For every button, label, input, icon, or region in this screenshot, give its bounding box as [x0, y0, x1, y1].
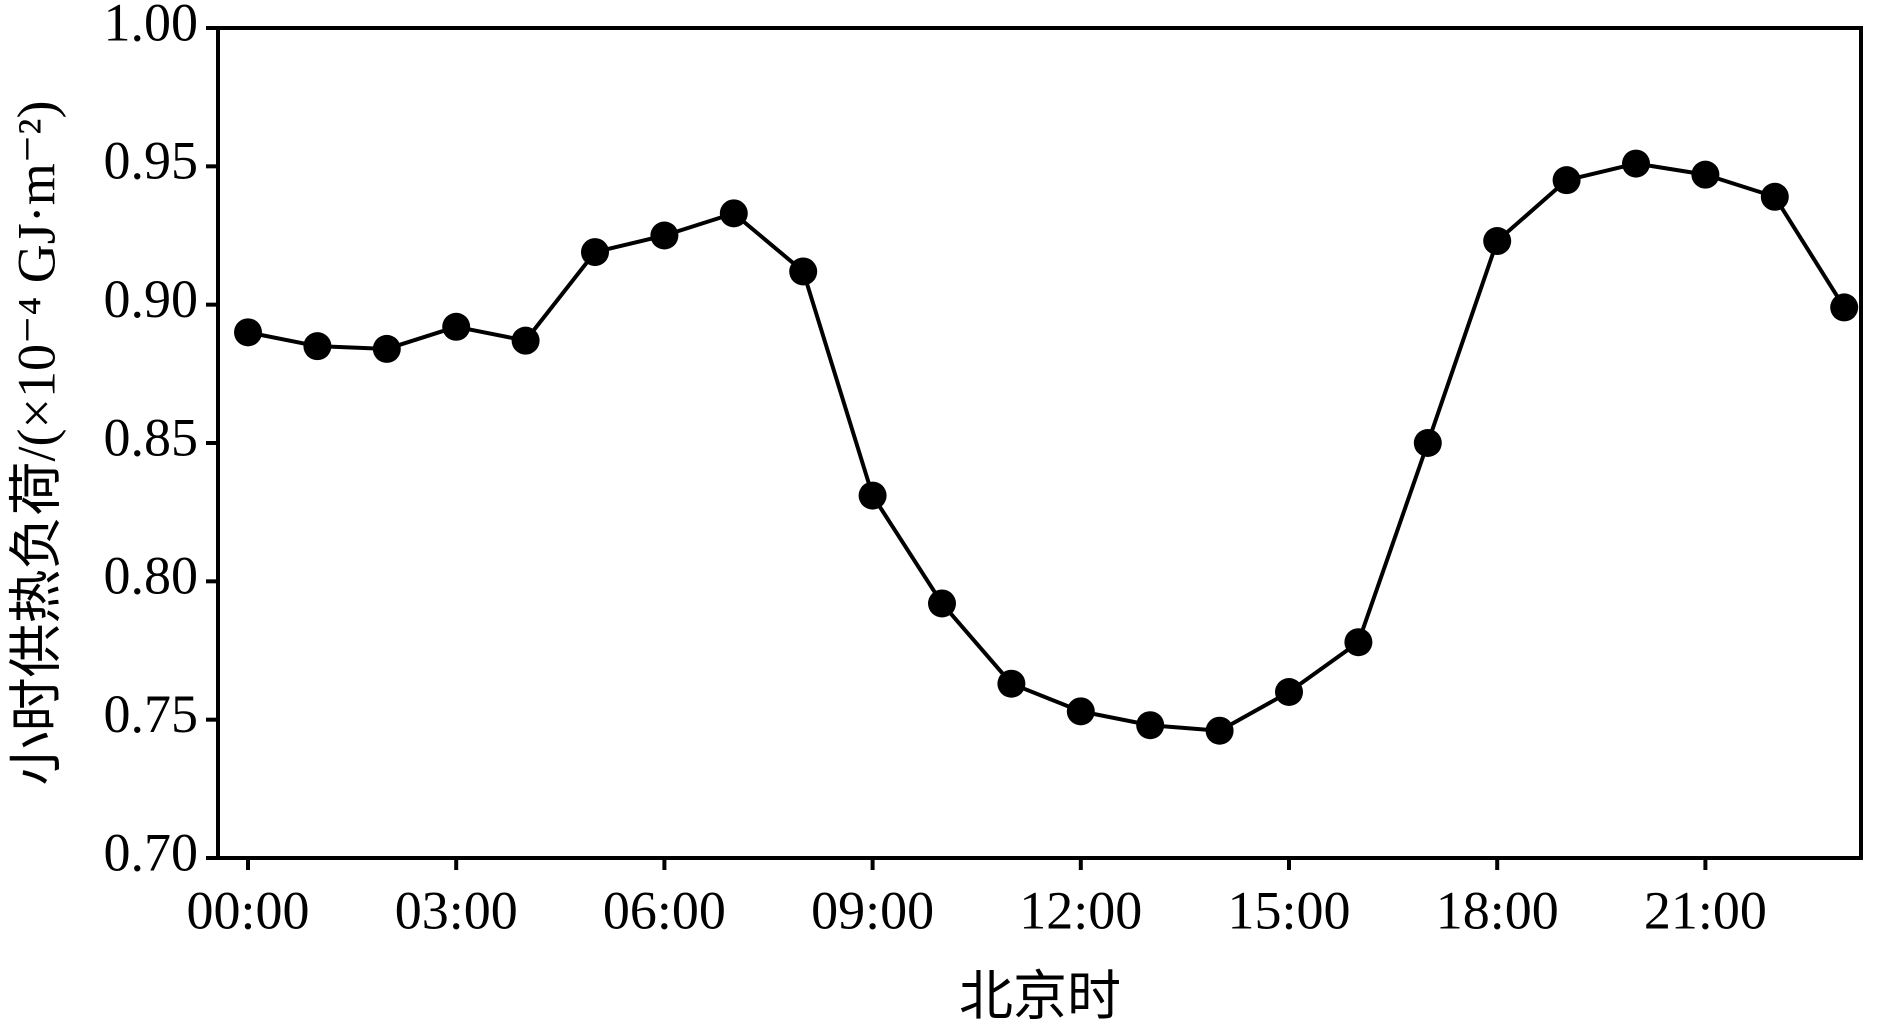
marker [858, 481, 887, 510]
marker [1275, 678, 1303, 706]
y-tick-label: 1.00 [104, 0, 199, 52]
marker [1830, 293, 1859, 322]
marker [303, 332, 332, 361]
marker [1136, 711, 1165, 740]
x-axis-label: 北京时 [959, 966, 1121, 1026]
y-tick-label: 0.75 [104, 684, 199, 744]
marker [1066, 697, 1095, 726]
x-tick-label: 12:00 [1019, 880, 1142, 940]
x-tick-label: 00:00 [186, 880, 309, 940]
x-tick-label: 03:00 [395, 880, 518, 940]
y-tick-label: 0.80 [104, 546, 199, 606]
x-tick-label: 15:00 [1227, 880, 1350, 940]
y-axis-label: 小时供热负荷/(×10⁻⁴ GJ·m⁻²) [6, 101, 66, 786]
marker [997, 669, 1026, 698]
marker [650, 221, 679, 250]
marker [1205, 716, 1234, 745]
marker [1622, 149, 1650, 178]
marker [1413, 429, 1442, 457]
marker [928, 589, 956, 618]
marker [719, 199, 748, 228]
x-tick-label: 21:00 [1644, 880, 1767, 940]
marker [1552, 166, 1581, 195]
marker [234, 318, 262, 347]
line [247, 161, 1846, 733]
marker [372, 334, 401, 363]
marker [1691, 160, 1720, 189]
y-tick-label: 0.90 [104, 269, 199, 329]
marker [442, 312, 471, 341]
x-tick-label: 18:00 [1436, 880, 1559, 940]
marker [1483, 227, 1512, 256]
marker [789, 257, 818, 286]
marker [511, 326, 540, 355]
y-tick-label: 0.70 [104, 822, 199, 882]
y-tick-label: 0.85 [104, 407, 199, 467]
marker [1760, 182, 1789, 211]
x-tick-label: 06:00 [603, 880, 726, 940]
marker [1344, 628, 1373, 657]
marker [581, 238, 609, 267]
x-tick-label: 09:00 [811, 880, 934, 940]
plot-frame [216, 26, 1863, 860]
y-tick-label: 0.95 [104, 131, 199, 191]
